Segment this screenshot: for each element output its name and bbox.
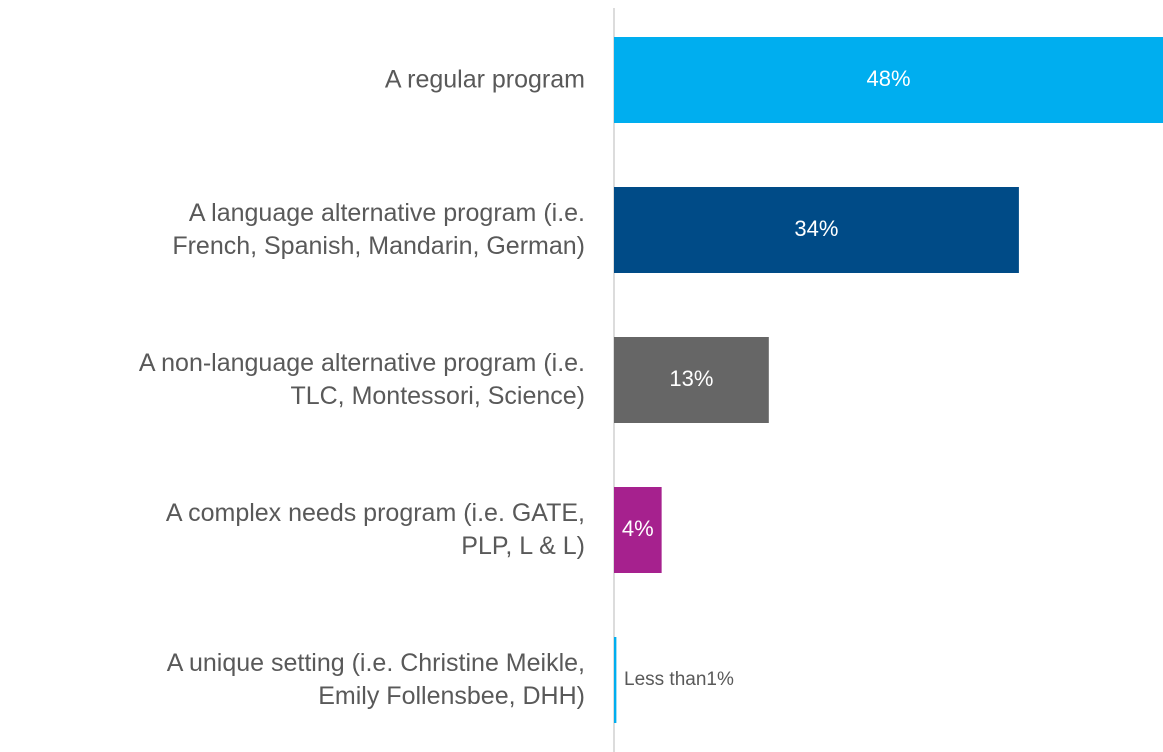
- bar: [614, 37, 1163, 123]
- category-label: A unique setting (i.e. Christine Meikle,…: [166, 649, 585, 710]
- value-label: 34%: [794, 216, 838, 241]
- category-label: A regular program: [384, 65, 585, 94]
- bar: [614, 337, 769, 423]
- bar: [614, 187, 1019, 273]
- value-label: 13%: [669, 366, 713, 391]
- category-label: A complex needs program (i.e. GATE, PLP,…: [165, 499, 585, 560]
- bars: [614, 37, 1163, 723]
- bar: [614, 637, 617, 723]
- value-label: 4%: [622, 516, 654, 541]
- category-label: A language alternative program (i.e. Fre…: [172, 199, 585, 260]
- value-label: 48%: [866, 66, 910, 91]
- bar: [614, 487, 662, 573]
- category-label: A non-language alternative program (i.e.…: [138, 349, 585, 410]
- value-label: Less than1%: [624, 669, 734, 690]
